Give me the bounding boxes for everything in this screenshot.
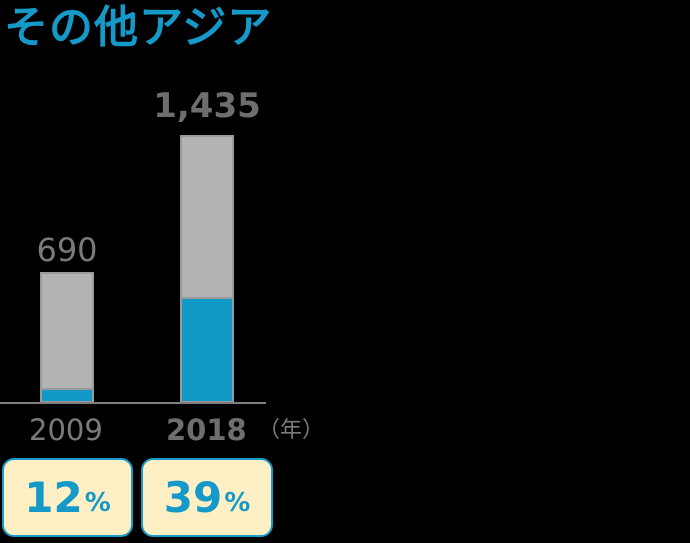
bar-value-label-2018: 1,435 (153, 86, 261, 126)
x-axis-line (0, 402, 266, 404)
x-label-2009: 2009 (29, 413, 103, 447)
bar-2009 (40, 272, 94, 403)
bar-2018 (180, 135, 234, 403)
bar-value-label-2009: 690 (36, 231, 98, 269)
share-box-2009: 12 % (2, 458, 133, 537)
unit-label: （年） (258, 418, 325, 443)
bar-2009-share (42, 388, 92, 401)
share-value-2018: 39 (163, 472, 223, 522)
x-label-2018: 2018 (166, 413, 247, 447)
percent-sign: % (224, 487, 251, 518)
chart-title: その他アジア (4, 2, 273, 53)
percent-sign: % (84, 487, 111, 518)
share-value-2009: 12 (24, 472, 83, 522)
share-box-2018: 39 % (141, 458, 273, 537)
bar-2018-share (182, 297, 232, 401)
